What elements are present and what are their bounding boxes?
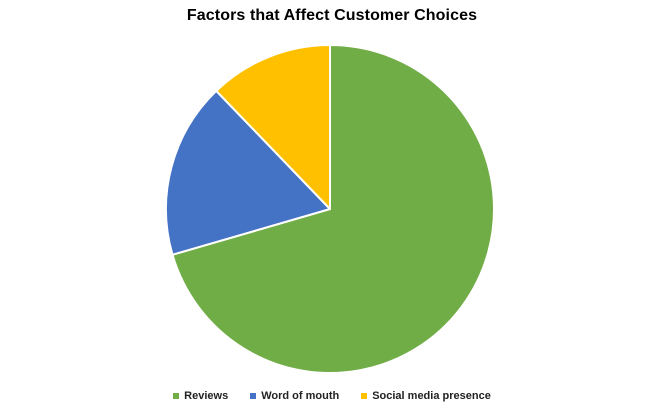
legend-item-reviews: Reviews [173, 390, 228, 402]
legend-item-social-media-presence: Social media presence [361, 390, 491, 402]
legend-swatch-social-media-presence [361, 393, 368, 399]
legend-label-reviews: Reviews [184, 390, 229, 402]
pie-slice-word-of-mouth [165, 89, 331, 256]
legend-swatch-reviews [173, 393, 180, 399]
pie-slice-social-media-presence [215, 44, 331, 210]
legend-label-word-of-mouth: Word of mouth [261, 390, 340, 402]
legend-item-word-of-mouth: Word of mouth [250, 390, 339, 402]
pie-slice-reviews [171, 44, 495, 374]
legend-label-social-media-presence: Social media presence [372, 390, 491, 402]
chart-title: Factors that Affect Customer Choices [186, 7, 478, 24]
chart-legend: Reviews Word of mouth Social media presenc… [0, 390, 664, 402]
legend-swatch-word-of-mouth [250, 393, 257, 399]
